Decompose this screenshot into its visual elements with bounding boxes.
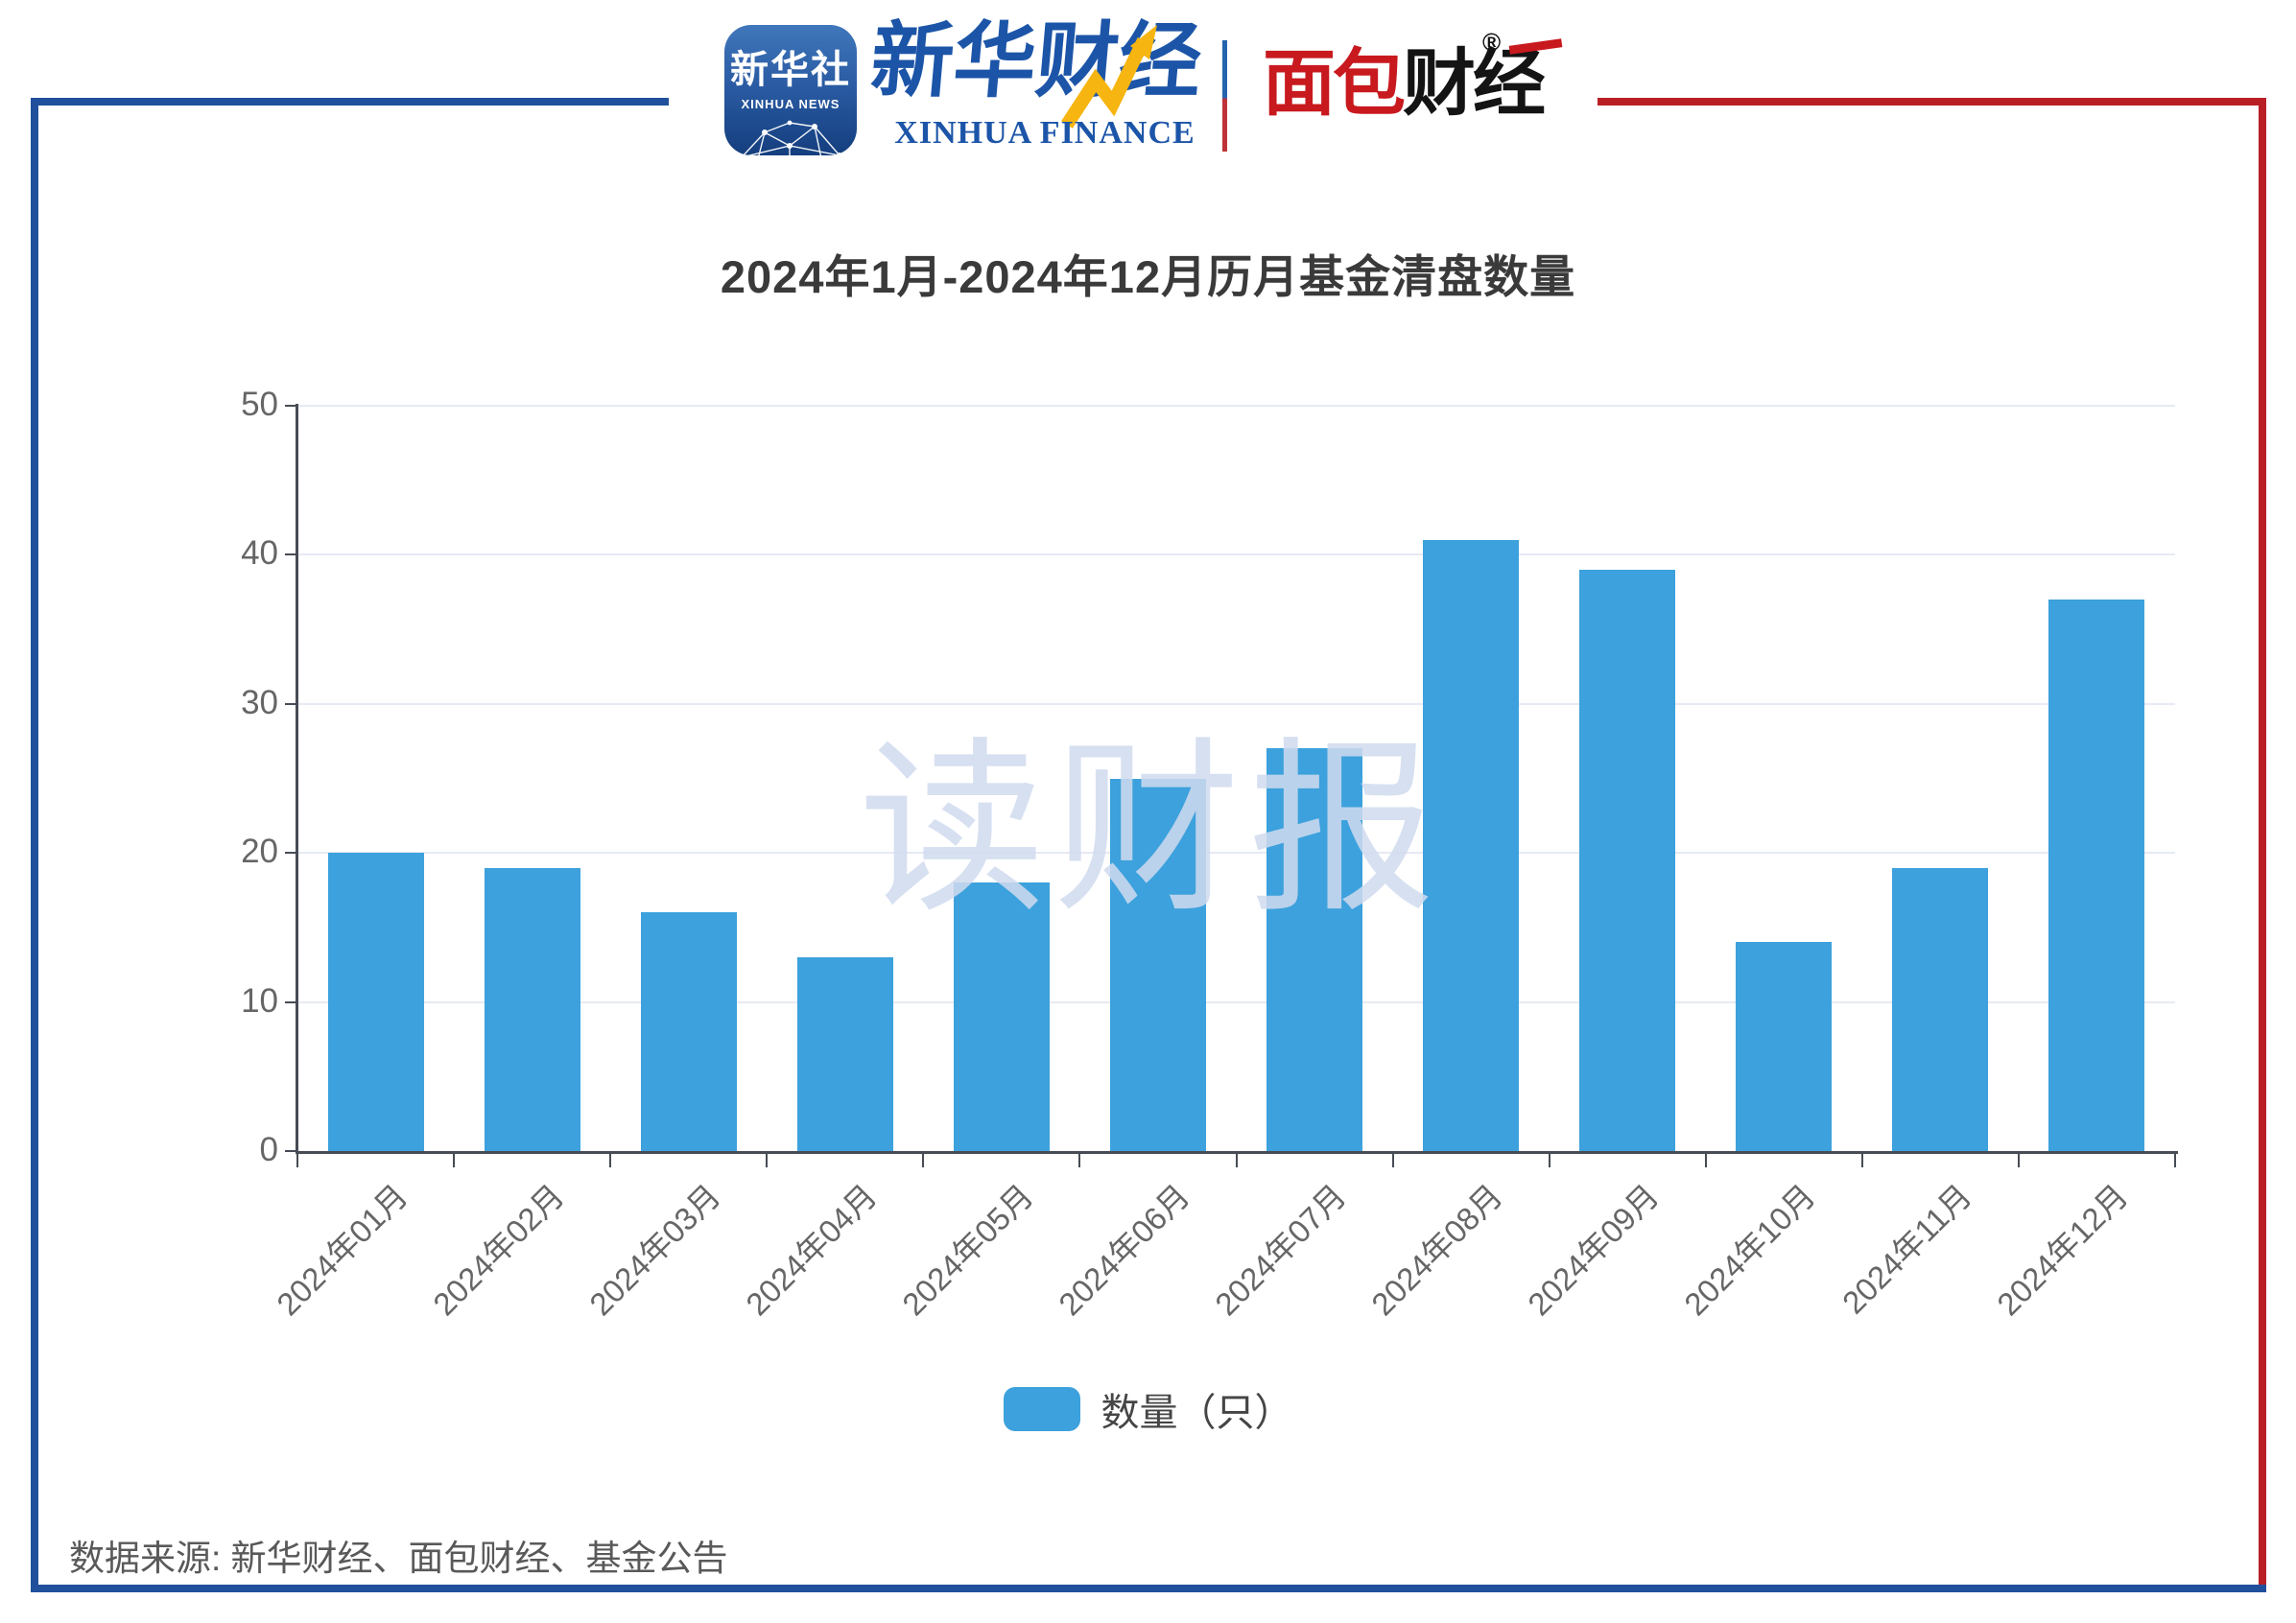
y-axis-tick-20 [285,852,296,855]
bar-2024年12月 [2048,600,2145,1151]
y-axis-tick-40 [285,553,296,556]
legend-color-swatch [1003,1387,1080,1431]
y-axis-line [296,404,298,1154]
x-axis-line [296,1151,2178,1154]
legend-label: 数量（只） [1101,1392,1293,1434]
x-axis-tick-3 [766,1154,769,1167]
x-axis-tick-5 [1078,1154,1081,1167]
bar-2024年01月 [327,853,424,1151]
bar-2024年11月 [1892,867,1989,1151]
xinhua-news-icon-cn-label: 新华社 [730,49,851,91]
y-axis-label-0: 0 [259,1131,278,1168]
gridline-10 [297,1000,2175,1003]
chart-legend[interactable]: 数量（只） [0,1381,2296,1437]
x-axis-tick-2 [609,1154,612,1167]
bar-2024年10月 [1736,942,1833,1151]
frame-top-left-line [31,98,669,106]
bar-2024年07月 [1266,748,1363,1151]
registered-trademark-mark: ® [1482,28,1502,57]
y-axis-tick-50 [285,405,296,407]
x-axis-tick-11 [2017,1154,2020,1167]
bar-2024年04月 [796,956,893,1151]
x-axis-tick-12 [2174,1154,2176,1167]
x-axis-tick-9 [1704,1154,1707,1167]
chart-title: 2024年1月-2024年12月历月基金清盘数量 [720,251,1576,302]
x-axis-tick-10 [1860,1154,1863,1167]
y-axis-label-40: 40 [241,534,278,573]
mianbao-logo-red-text: 面包 [1263,43,1406,125]
y-axis-tick-30 [285,702,296,705]
y-axis-label-30: 30 [241,683,278,721]
gridline-50 [297,405,2175,407]
frame-left-line [31,98,38,1592]
header-logo-divider [1222,40,1227,152]
gridline-30 [297,702,2175,705]
xinhua-news-app-icon: 新华社 XINHUA NEWS [724,25,857,155]
y-axis-label-10: 10 [241,981,278,1020]
finance-growth-arrow-icon [1061,25,1157,129]
network-constellation-icon [739,120,842,155]
gridline-20 [297,852,2175,855]
xinhua-news-icon-en-label: XINHUA NEWS [741,97,840,111]
mianbao-finance-logo: 面包财经 ® [1263,28,1563,126]
bar-2024年09月 [1579,569,1676,1151]
gridline-40 [297,553,2175,556]
xinhua-finance-logo-cn: 新华财经 [866,15,1206,107]
xinhua-finance-logo-en: XINHUA FINANCE [894,115,1195,151]
bar-2024年02月 [484,867,580,1151]
y-axis-label-50: 50 [241,386,278,423]
x-axis-tick-8 [1548,1154,1550,1167]
bar-2024年08月 [1423,539,1520,1151]
x-axis-tick-0 [296,1154,298,1167]
watermark-text: 读财报 [859,725,1443,934]
mianbao-logo-black-text: 财经 [1403,43,1546,125]
x-axis-tick-7 [1391,1154,1394,1167]
frame-right-line [2259,98,2266,1592]
y-axis-tick-0 [285,1150,296,1152]
x-axis-tick-6 [1235,1154,1238,1167]
y-axis-tick-10 [285,1000,296,1003]
x-axis-tick-4 [922,1154,925,1167]
frame-top-right-line [1598,98,2266,106]
data-source-note: 数据来源: 新华财经、面包财经、基金公告 [69,1539,728,1578]
bar-2024年06月 [1109,778,1206,1151]
bar-2024年03月 [640,912,737,1151]
x-axis-tick-1 [453,1154,456,1167]
bar-2024年05月 [953,882,1050,1151]
frame-bottom-line [31,1585,2266,1592]
y-axis-label-20: 20 [241,833,278,871]
